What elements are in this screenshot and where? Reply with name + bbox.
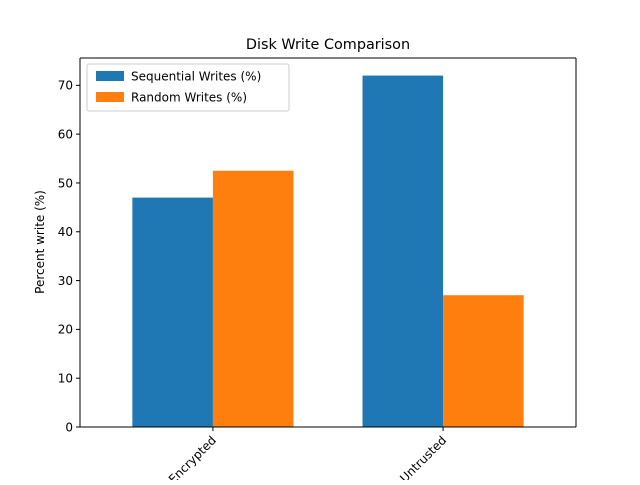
y-tick-label: 20 <box>58 323 73 337</box>
bar <box>362 75 444 427</box>
bar <box>443 295 524 427</box>
chart-title: Disk Write Comparison <box>246 37 410 53</box>
legend-box <box>86 63 290 112</box>
y-tick-label: 0 <box>65 420 73 434</box>
y-tick-label: 50 <box>58 176 73 190</box>
y-tick-label: 30 <box>58 274 73 288</box>
bar <box>132 197 213 427</box>
legend-swatch <box>96 71 124 81</box>
legend-swatch <box>96 92 124 102</box>
y-tick-label: 60 <box>58 127 73 141</box>
legend: Sequential Writes (%) Random Writes (%) <box>86 63 290 112</box>
y-tick-label: 10 <box>58 371 73 385</box>
legend-label: Random Writes (%) <box>131 91 247 105</box>
y-tick-label: 40 <box>58 225 73 239</box>
y-axis-label: Percent write (%) <box>33 190 47 294</box>
legend-label: Sequential Writes (%) <box>131 70 261 84</box>
bars-group <box>132 75 524 427</box>
y-tick-label: 70 <box>58 79 73 93</box>
bar <box>212 170 294 427</box>
